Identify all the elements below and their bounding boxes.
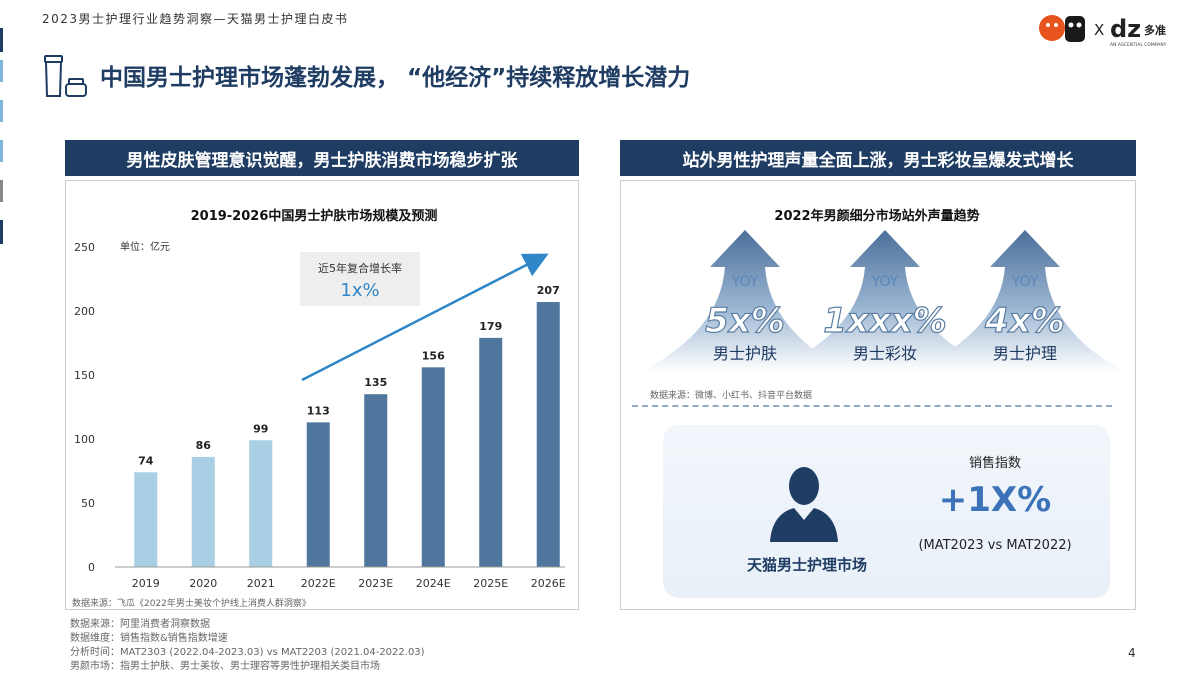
y-tick-label: 0 — [88, 561, 95, 574]
logo-x: X — [1094, 21, 1104, 39]
dz-logo-sub: AN ASCENTIAL COMPANY — [1110, 42, 1167, 48]
yoy-value-care: 4x% — [984, 301, 1065, 341]
right-source: 数据来源：微博、小红书、抖音平台数据 — [650, 391, 813, 401]
yoy-label: YOY — [1011, 274, 1039, 290]
bar-2024E — [421, 367, 445, 567]
bar-value-label: 179 — [479, 320, 502, 333]
bar-2025E — [479, 337, 503, 567]
dz-logo-text: dz — [1110, 15, 1141, 43]
person-icon — [768, 462, 840, 544]
bar-value-label: 113 — [307, 404, 330, 417]
report-title: 2023男士护理行业趋势洞察—天猫男士护理白皮书 — [42, 12, 349, 26]
bar-value-label: 99 — [253, 422, 268, 435]
category-skincare: 男士护肤 — [713, 344, 777, 363]
bar-2019 — [134, 472, 158, 567]
y-tick-label: 200 — [74, 305, 95, 318]
right-title: 2022年男颜细分市场站外声量趋势 — [774, 209, 980, 224]
cagr-box: 近5年复合增长率 1x% — [300, 252, 420, 306]
yoy-arrow-skincare: YOY 5x% 男士护肤 — [640, 230, 850, 372]
tmall-cat-logo-icon — [1039, 15, 1085, 42]
edge-mark — [0, 28, 3, 52]
dashed-divider — [632, 405, 1112, 407]
yoy-arrow-care: YOY 4x% 男士护理 — [910, 230, 1125, 372]
yoy-value-skincare: 5x% — [705, 301, 785, 341]
cagr-label: 近5年复合增长率 — [318, 262, 402, 275]
page-number: 4 — [1128, 646, 1136, 660]
page-title: 中国男士护理市场蓬勃发展， “他经济”持续释放增长潜力 — [100, 65, 691, 91]
y-tick-label: 250 — [74, 241, 95, 254]
tmall-index-card — [663, 425, 1110, 598]
right-banner: 站外男性护理声量全面上涨，男士彩妆呈爆发式增长 — [620, 140, 1136, 176]
yoy-arrows: YOY 5x% 男士护肤 YOY 1xxx% 男士彩妆 YOY 4x% 男士护理 — [640, 230, 1125, 372]
bar-2021 — [249, 440, 273, 567]
category-makeup: 男士彩妆 — [853, 344, 917, 363]
chart-source: 数据来源：飞瓜《2022年男士美妆个护线上消费人群洞察》 — [72, 599, 311, 609]
bar-value-label: 86 — [196, 439, 212, 452]
bar-2023E — [364, 394, 388, 567]
edge-mark — [0, 220, 3, 244]
edge-mark — [0, 140, 3, 162]
footer-line: 数据来源：阿里消费者洞察数据 — [70, 619, 210, 630]
left-banner: 男性皮肤管理意识觉醒，男士护肤消费市场稳步扩张 — [65, 140, 579, 176]
x-tick-label: 2019 — [132, 577, 160, 590]
dz-logo-cn: 多准 — [1144, 23, 1166, 37]
bar-value-label: 135 — [364, 376, 387, 389]
yoy-arrow-makeup: YOY 1xxx% 男士彩妆 — [770, 230, 1000, 372]
y-tick-label: 50 — [81, 497, 95, 510]
x-tick-label: 2020 — [189, 577, 217, 590]
yoy-label: YOY — [731, 274, 759, 290]
bar-2022E — [306, 422, 330, 567]
edge-mark — [0, 180, 3, 202]
x-tick-label: 2023E — [358, 577, 393, 590]
footer-line: 数据维度：销售指数&销售指数增速 — [70, 633, 228, 644]
card-name: 天猫男士护理市场 — [746, 556, 867, 574]
y-tick-label: 100 — [74, 433, 95, 446]
yoy-label: YOY — [871, 274, 899, 290]
x-tick-label: 2021 — [247, 577, 275, 590]
x-tick-label: 2024E — [416, 577, 451, 590]
footer-line: 男颜市场：指男士护肤、男士美妆、男士理容等男性护理相关类目市场 — [70, 661, 380, 672]
brand-logos: X dz 多准 AN ASCENTIAL COMPANY — [1036, 10, 1186, 50]
x-tick-label: 2025E — [473, 577, 508, 590]
yoy-value-makeup: 1xxx% — [823, 301, 947, 341]
card-metric-label: 销售指数 — [968, 456, 1021, 471]
category-care: 男士护理 — [993, 344, 1057, 363]
x-tick-label: 2022E — [301, 577, 336, 590]
chart-title: 2019-2026中国男士护肤市场规模及预测 — [191, 208, 438, 224]
x-tick-label: 2026E — [531, 577, 566, 590]
cagr-value: 1x% — [340, 280, 380, 301]
skincare-bottle-icon — [42, 54, 92, 100]
footer-line: 分析时间：MAT2303 (2022.04-2023.03) vs MAT220… — [70, 647, 425, 658]
market-size-chart: 2019-2026中国男士护肤市场规模及预测 单位：亿元 0 50 100 150 20… — [74, 208, 566, 590]
card-metric-value: +1X% — [938, 480, 1052, 520]
bar-2026E — [536, 302, 560, 567]
bar-value-label: 156 — [422, 349, 445, 362]
bar-value-label: 207 — [537, 284, 560, 297]
chart-unit: 单位：亿元 — [120, 240, 170, 253]
trend-arrow-icon — [301, 253, 549, 382]
edge-mark — [0, 100, 3, 122]
bar-2020 — [191, 456, 215, 567]
bar-value-label: 74 — [138, 454, 154, 467]
edge-mark — [0, 60, 3, 82]
y-tick-label: 150 — [74, 369, 95, 382]
card-compare: (MAT2023 vs MAT2022) — [918, 538, 1072, 553]
